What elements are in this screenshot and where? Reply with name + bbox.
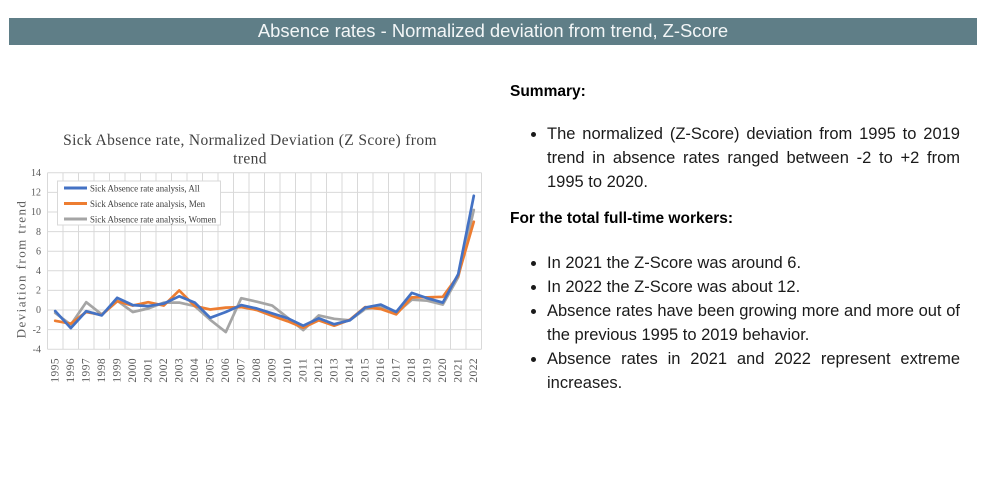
svg-text:-2: -2 — [33, 325, 41, 336]
svg-text:2014: 2014 — [344, 358, 356, 383]
svg-text:2006: 2006 — [220, 358, 232, 383]
svg-text:trend: trend — [233, 151, 267, 168]
svg-text:2003: 2003 — [173, 358, 185, 383]
svg-text:4: 4 — [36, 266, 41, 277]
svg-text:Sick Absence rate analysis, Me: Sick Absence rate analysis, Men — [90, 199, 206, 209]
svg-text:Deviation from trend: Deviation from trend — [13, 200, 28, 339]
svg-text:2005: 2005 — [204, 358, 216, 383]
svg-text:1998: 1998 — [96, 358, 108, 383]
svg-text:1997: 1997 — [81, 358, 93, 383]
svg-text:1996: 1996 — [65, 358, 77, 383]
svg-text:2004: 2004 — [189, 358, 201, 383]
svg-text:10: 10 — [31, 207, 41, 218]
svg-text:2018: 2018 — [406, 358, 418, 383]
svg-text:2013: 2013 — [328, 358, 340, 383]
svg-text:1995: 1995 — [50, 358, 62, 383]
svg-text:-4: -4 — [33, 344, 41, 355]
svg-text:2001: 2001 — [142, 358, 154, 383]
svg-text:2007: 2007 — [235, 358, 247, 383]
svg-text:2011: 2011 — [297, 358, 309, 382]
svg-text:2021: 2021 — [452, 358, 464, 383]
svg-text:2002: 2002 — [158, 358, 170, 383]
svg-text:Sick Absence rate analysis, Al: Sick Absence rate analysis, All — [90, 183, 200, 193]
svg-text:2009: 2009 — [266, 358, 278, 383]
svg-text:2020: 2020 — [437, 358, 449, 383]
svg-text:0: 0 — [36, 305, 41, 316]
svg-text:2017: 2017 — [390, 358, 402, 383]
svg-text:1999: 1999 — [112, 358, 124, 383]
svg-text:2016: 2016 — [375, 358, 387, 383]
svg-text:2000: 2000 — [127, 358, 139, 383]
svg-text:2010: 2010 — [282, 358, 294, 383]
svg-text:Sick Absence rate, Normalized: Sick Absence rate, Normalized Deviation … — [63, 132, 437, 149]
svg-text:Sick Absence rate analysis, Wo: Sick Absence rate analysis, Women — [90, 214, 217, 224]
svg-text:2019: 2019 — [421, 358, 433, 383]
svg-text:2: 2 — [36, 286, 41, 297]
svg-text:2015: 2015 — [359, 358, 371, 383]
svg-text:2008: 2008 — [251, 358, 263, 383]
svg-text:6: 6 — [36, 246, 41, 257]
svg-text:12: 12 — [31, 188, 41, 199]
svg-text:8: 8 — [36, 227, 41, 238]
svg-text:2012: 2012 — [313, 358, 325, 383]
svg-text:2022: 2022 — [468, 358, 480, 383]
svg-text:14: 14 — [31, 168, 41, 179]
